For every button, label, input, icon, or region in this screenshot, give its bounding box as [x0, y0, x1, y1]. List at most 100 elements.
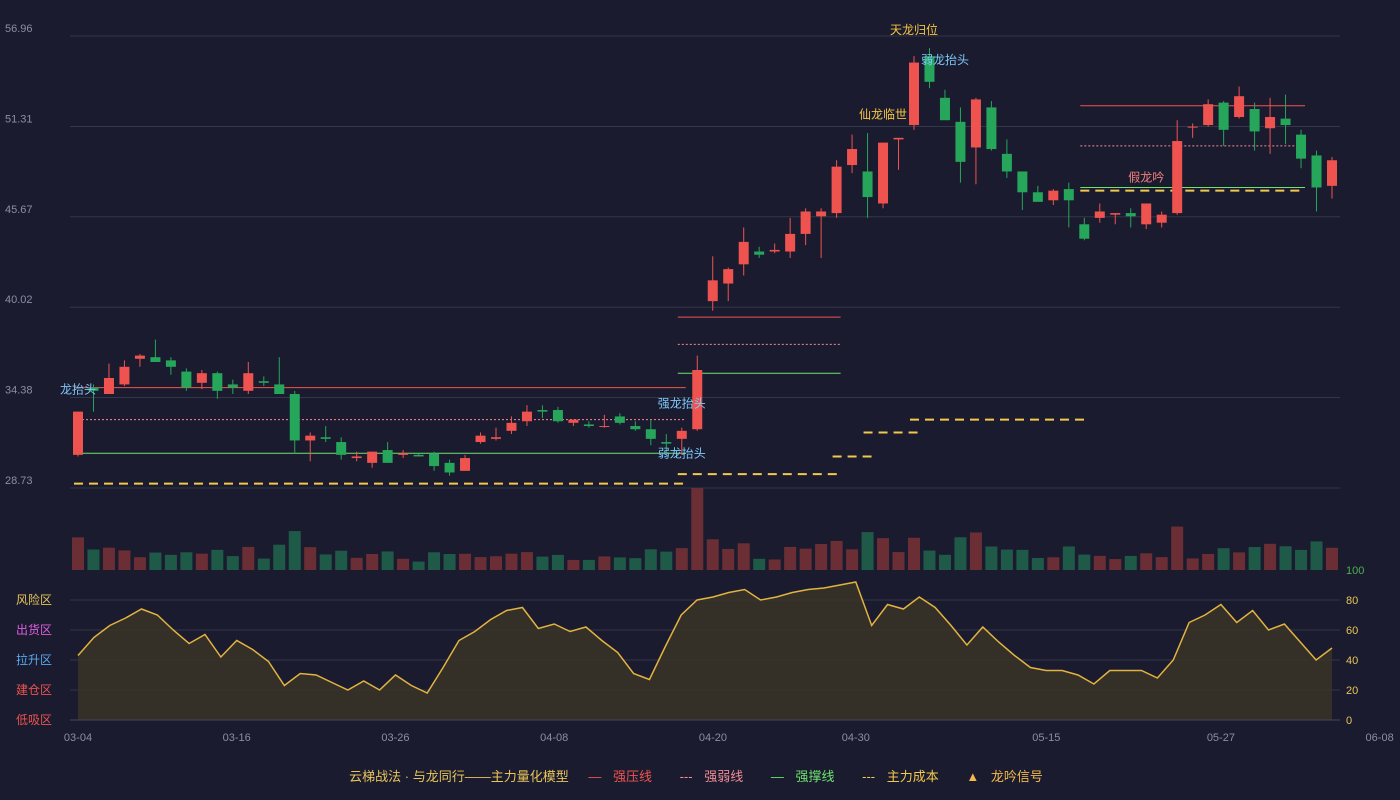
candle-body	[537, 410, 548, 412]
volume-bar	[1279, 546, 1292, 570]
candle-body	[1187, 126, 1198, 128]
candle-body	[460, 458, 471, 471]
candle-body	[103, 378, 114, 395]
volume-bar	[784, 546, 797, 570]
volume-bar	[459, 553, 472, 570]
volume-bar	[397, 558, 410, 570]
volume-bar	[490, 556, 502, 570]
candle-body	[878, 142, 889, 204]
signal-label: 假龙吟	[1128, 169, 1164, 184]
volume-bar	[861, 532, 874, 570]
volume-bar	[768, 559, 781, 570]
candle-body	[816, 211, 827, 217]
candle-body	[73, 411, 83, 455]
candle-body	[1063, 189, 1074, 201]
price-tick-label: 51.31	[5, 113, 33, 125]
volume-bar	[691, 488, 704, 570]
x-tick-label: 05-15	[1032, 732, 1060, 744]
volume-bar	[969, 532, 982, 570]
volume-bar	[195, 553, 208, 570]
legend-item-pressure[interactable]: — 强压线	[588, 769, 652, 784]
volume-bar	[226, 556, 239, 570]
legend-item-cost[interactable]: --- 主力成本	[862, 769, 939, 784]
volume-bar	[133, 557, 146, 570]
volume-bar	[520, 552, 533, 570]
candle-body	[243, 373, 254, 391]
volume-bar	[1078, 554, 1091, 570]
candle-body	[1094, 211, 1105, 218]
candle-body	[893, 137, 904, 140]
volume-bar	[954, 537, 967, 570]
legend-item-signal[interactable]: ▲ 龙吟信号	[966, 769, 1043, 784]
volume-bar	[1000, 549, 1013, 570]
candle-body	[1125, 213, 1136, 217]
candle-body	[1110, 213, 1121, 215]
x-tick-label: 04-30	[842, 732, 870, 744]
x-tick-label: 03-16	[223, 732, 251, 744]
candle-body	[491, 437, 501, 439]
volume-bar	[288, 531, 301, 570]
volume-bar	[1202, 553, 1215, 570]
candle-body	[1001, 153, 1012, 172]
candle-body	[862, 171, 873, 198]
candle-body	[831, 166, 842, 214]
candle-body	[212, 373, 223, 391]
volume-bar	[164, 554, 177, 570]
volume-bar	[1233, 552, 1246, 570]
candle-body	[583, 424, 594, 427]
candle-body	[382, 450, 393, 463]
volume-bar	[87, 549, 100, 570]
candle-body	[320, 437, 331, 439]
x-tick-label: 03-04	[64, 732, 92, 744]
volume-bar	[1295, 549, 1308, 570]
volume-bar	[72, 537, 84, 570]
volume-bar	[1171, 526, 1184, 570]
volume-bar	[1016, 549, 1029, 570]
volume-bar	[1047, 557, 1060, 570]
candle-body	[289, 394, 300, 441]
candle-body	[785, 233, 796, 252]
index-tick-label: 100	[1346, 565, 1364, 577]
candle-body	[1172, 141, 1183, 214]
candle-body	[134, 355, 145, 359]
index-area	[78, 582, 1332, 720]
candle-body	[196, 373, 207, 383]
zone-label: 风险区	[16, 592, 52, 607]
volume-bar	[350, 557, 363, 570]
candle-body	[88, 387, 99, 391]
volume-bar	[474, 557, 487, 570]
volume-bar	[846, 549, 859, 570]
volume-bar	[660, 551, 673, 570]
candle-body	[475, 435, 486, 443]
signal-label: 仙龙临世	[859, 108, 907, 122]
x-tick-label: 04-08	[540, 732, 568, 744]
volume-bar	[877, 538, 890, 570]
volume-bar	[815, 543, 828, 570]
candle-body	[119, 366, 130, 385]
candle-body	[986, 107, 997, 150]
volume-bar	[582, 559, 595, 570]
candle-body	[413, 454, 424, 457]
candle-body	[258, 381, 269, 383]
candle-body	[1327, 160, 1337, 186]
volume-bar	[737, 543, 750, 570]
volume-bar	[1248, 547, 1261, 570]
candle-body	[909, 62, 919, 126]
volume-bar	[923, 550, 936, 570]
candle-body	[506, 422, 517, 431]
x-tick-label: 06-08	[1366, 732, 1394, 744]
volume-bar	[1140, 553, 1153, 570]
volume-bar	[381, 551, 394, 570]
volume-bar	[706, 539, 719, 570]
price-tick-label: 28.73	[5, 475, 33, 487]
candle-body	[568, 419, 579, 423]
legend-item-weak[interactable]: --- 强弱线	[679, 769, 744, 784]
volume-bar	[629, 558, 642, 570]
candle-body	[305, 435, 316, 441]
candle-body	[1079, 224, 1090, 239]
index-line	[77, 581, 1333, 694]
volume-bar	[892, 552, 905, 570]
legend-item-support[interactable]: — 强撑线	[770, 769, 835, 784]
candle-body	[227, 384, 238, 388]
